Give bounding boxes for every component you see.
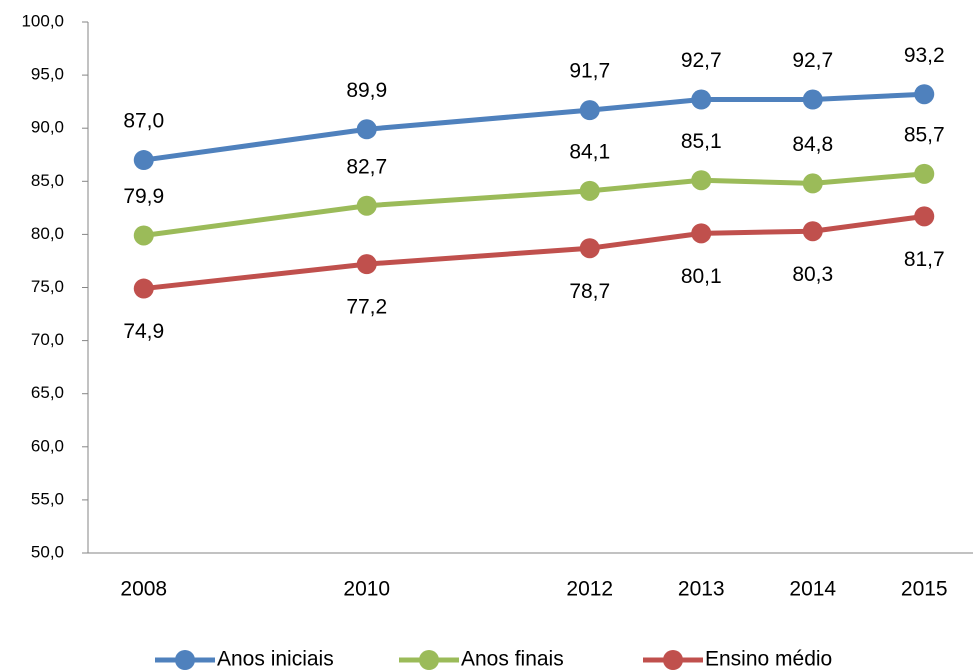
series-line (143, 213, 925, 292)
point (691, 89, 712, 110)
point (133, 225, 154, 246)
data-label: 92,7 (792, 49, 833, 72)
point (802, 173, 823, 194)
point (356, 195, 377, 216)
data-label: 84,1 (569, 140, 610, 163)
point (691, 170, 712, 191)
y-tick-label: 50,0 (31, 542, 64, 561)
point (691, 223, 712, 244)
y-tick-label: 90,0 (31, 118, 64, 137)
data-label: 92,7 (681, 49, 722, 72)
data-label: 89,9 (346, 79, 387, 102)
y-tick-label: 75,0 (31, 277, 64, 296)
x-tick-label: 2014 (789, 578, 836, 601)
data-label: 80,3 (792, 263, 833, 286)
data-label: 81,7 (904, 248, 945, 271)
x-tick-label: 2015 (901, 578, 948, 601)
data-label: 78,7 (569, 280, 610, 303)
point (579, 180, 600, 201)
series-line (143, 171, 925, 238)
point (914, 163, 935, 184)
legend-label: Anos finais (461, 648, 564, 670)
legend-marker (419, 650, 439, 670)
point (802, 221, 823, 242)
point (579, 100, 600, 121)
data-label: 85,1 (681, 130, 722, 153)
legend-label: Anos iniciais (217, 648, 334, 670)
y-tick-label: 60,0 (31, 436, 64, 455)
x-tick-label: 2010 (343, 578, 390, 601)
data-label: 79,9 (123, 185, 164, 208)
y-tick-label: 80,0 (31, 224, 64, 243)
point (356, 119, 377, 140)
x-tick-label: 2013 (678, 578, 725, 601)
point (579, 238, 600, 259)
point (914, 206, 935, 227)
data-label: 84,8 (792, 133, 833, 156)
data-label: 91,7 (569, 60, 610, 83)
y-tick-label: 70,0 (31, 330, 64, 349)
series-line (143, 91, 925, 163)
point (802, 89, 823, 110)
data-label: 85,7 (904, 123, 945, 146)
data-label: 77,2 (346, 296, 387, 319)
data-label: 87,0 (123, 110, 164, 133)
y-tick-label: 100,0 (21, 11, 64, 30)
y-tick-label: 65,0 (31, 383, 64, 402)
point (914, 84, 935, 105)
point (356, 254, 377, 275)
y-tick-label: 55,0 (31, 489, 64, 508)
y-tick-label: 95,0 (31, 65, 64, 84)
legend-marker (663, 650, 683, 670)
data-label: 80,1 (681, 265, 722, 288)
point (133, 150, 154, 171)
legend-marker (175, 650, 195, 670)
data-label: 74,9 (123, 320, 164, 343)
y-tick-label: 85,0 (31, 171, 64, 190)
x-tick-label: 2008 (120, 578, 167, 601)
data-label: 82,7 (346, 155, 387, 178)
x-tick-label: 2012 (566, 578, 613, 601)
legend-label: Ensino médio (705, 648, 832, 670)
data-label: 93,2 (904, 44, 945, 67)
point (133, 278, 154, 299)
